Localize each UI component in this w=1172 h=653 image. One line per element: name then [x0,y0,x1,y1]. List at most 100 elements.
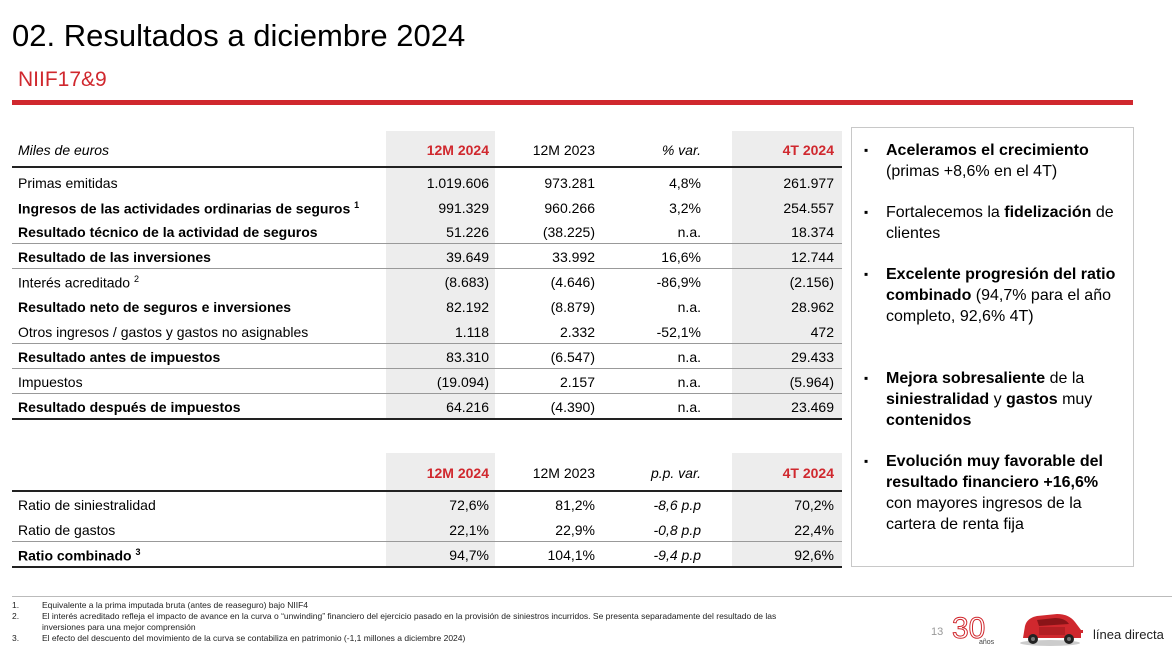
table-row: Resultado neto de seguros e inversiones 8… [12,294,842,319]
footnote-text: inversiones para una mejor comprensión [42,622,196,632]
cell-c3: 4,8% [669,175,701,191]
footer-divider [12,596,1172,597]
bullet-square-icon: ▪ [864,454,869,468]
highlight-text: Aceleramos el crecimiento (primas +8,6% … [886,140,1128,182]
footnote-text: Equivalente a la prima imputada bruta (a… [42,600,309,610]
row-label-text: Resultado antes de impuestos [18,349,221,365]
row-label: Resultado antes de impuestos [18,349,220,365]
cell-c1: 22,1% [449,522,489,538]
footnote-number: 3. [12,633,20,643]
table-row: Resultado de las inversiones 39.649 33.992… [12,244,842,269]
column-header-c1: 12M 2024 [426,142,489,158]
column-header-c4: 4T 2024 [782,465,834,481]
cell-c2: 973.281 [544,175,595,191]
column-header-c1: 12M 2024 [426,465,489,481]
cell-c4: 472 [810,324,834,340]
cell-c2: (8.879) [550,299,595,315]
row-label-text: Interés acreditado [18,274,131,291]
cell-c3: n.a. [677,349,701,365]
highlight-fragment: y [989,391,1007,408]
highlight-fragment: muy [1057,391,1093,408]
row-label: Ratio de siniestralidad [18,497,156,513]
highlight-fragment: Mejora sobresaliente [886,370,1046,387]
table-row: Resultado después de impuestos 64.216 (4.3… [12,394,842,419]
bullet-square-icon: ▪ [864,267,869,281]
row-label: Ratio combinado 3 [18,547,140,564]
bullet-square-icon: ▪ [864,143,869,157]
row-label-text: Ingresos de las actividades ordinarias d… [18,200,351,217]
row-label: Ratio de gastos [18,522,115,538]
cell-c3: -86,9% [656,274,701,290]
table-row-line [12,368,842,369]
row-label: Primas emitidas [18,175,118,191]
cell-c4: 29.433 [791,349,834,365]
table-row: Impuestos (19.094) 2.157 n.a. (5.964) [12,369,842,394]
table-row-line [12,268,842,269]
cell-c1: 39.649 [446,249,489,265]
highlight-fragment: (primas +8,6% en el 4T) [886,163,1058,180]
table-row: Otros ingresos / gastos y gastos no asig… [12,319,842,344]
table-bottom-line [12,418,842,420]
cell-c2: (38.225) [542,224,595,240]
cell-c4: 92,6% [794,547,834,563]
row-label-text: Resultado técnico de la actividad de seg… [18,224,318,240]
highlight-fragment: Evolución muy favorable del resultado fi… [886,453,1103,491]
footnote-number: 1. [12,600,20,610]
cell-c2: (6.547) [550,349,595,365]
shade-12m-2024 [386,453,495,567]
cell-c3: 16,6% [661,249,701,265]
table-row: Resultado técnico de la actividad de seg… [12,219,842,244]
table-row-line [12,393,842,394]
highlight-fragment: con mayores ingresos de la cartera de re… [886,495,1082,533]
cell-c2: 2.157 [559,374,595,390]
highlight-fragment: Fortalecemos la [886,204,1005,221]
cell-c1: 1.118 [455,324,489,340]
brand-name: línea directa [1093,627,1164,642]
cell-c4: 23.469 [791,399,834,415]
footnote-ref: 3 [135,547,141,557]
table-row-line [12,343,842,344]
table-header-label: Miles de euros [18,142,110,158]
cell-c1: 1.019.606 [426,175,489,191]
bullet-square-icon: ▪ [864,205,869,219]
cell-c1: (19.094) [436,374,489,390]
cell-c4: 261.977 [783,175,834,191]
cell-c1: 64.216 [446,399,489,415]
table-header: Miles de euros 12M 2024 12M 2023 % var. 4T 2… [12,137,842,162]
cell-c3: -8,6 p.p [653,497,701,513]
column-header-c2: 12M 2023 [532,142,595,158]
footnote-ref: 2 [133,274,139,284]
highlight-text: Fortalecemos la fidelización de clientes [886,202,1128,244]
anniversary-logo: 30 años [950,610,1000,651]
cell-c4: (2.156) [789,274,834,290]
row-label-text: Impuestos [18,374,83,390]
table-bottom-line [12,566,842,568]
row-label: Resultado técnico de la actividad de seg… [18,224,318,240]
row-label-text: Resultado después de impuestos [18,399,241,415]
row-label-text: Ratio de siniestralidad [18,497,156,513]
shade-4t-2024 [732,453,842,567]
shade-12m-2024 [386,131,495,419]
highlight-text: Excelente progresión del ratio combinado… [886,264,1128,327]
cell-c3: -0,8 p.p [653,522,701,538]
cell-c2: 960.266 [544,200,595,216]
row-label-text: Ratio de gastos [18,522,116,538]
table-row: Ingresos de las actividades ordinarias d… [12,195,842,220]
footnote-text: El efecto del descuento del movimiento d… [42,633,466,643]
table-row: Ratio de gastos 22,1% 22,9% -0,8 p.p 22,4% [12,517,842,542]
column-header-c4: 4T 2024 [782,142,834,158]
row-label: Ingresos de las actividades ordinarias d… [18,200,359,217]
footnote-ref: 1 [354,200,360,210]
highlight-fragment: (94,7% para el año completo, 92,6% 4T) [886,287,1111,325]
cell-c1: 83.310 [446,349,489,365]
cell-c3: -52,1% [656,324,701,340]
highlight-fragment: gastos [1006,391,1058,408]
table-row: Primas emitidas 1.019.606 973.281 4,8% 261.9… [12,170,842,195]
cell-c3: -9,4 p.p [653,547,701,563]
highlight-fragment: fidelización [1004,204,1092,221]
footnote-number: 2. [12,611,20,621]
highlight-text: Mejora sobresaliente de la siniestralida… [886,368,1128,431]
table-row: Ratio de siniestralidad 72,6% 81,2% -8,6 p.… [12,492,842,517]
highlight-fragment: siniestralidad [886,391,990,408]
table-header: 12M 2024 12M 2023 p.p. var. 4T 2024 [12,460,842,485]
